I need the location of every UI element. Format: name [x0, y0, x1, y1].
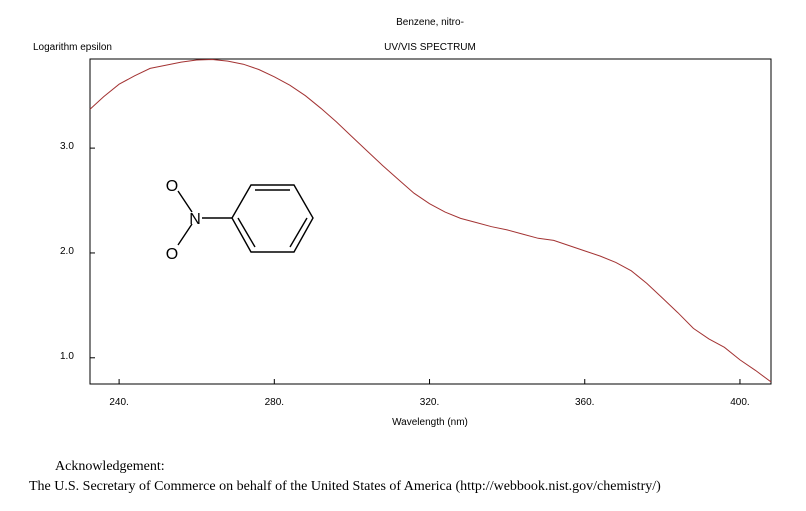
atom-nitrogen: N	[189, 211, 201, 228]
y-tick-label: 1.0	[60, 350, 74, 362]
plot-frame	[89, 58, 772, 385]
spectrum-series-line	[89, 58, 772, 383]
benzene-ring	[231, 184, 314, 253]
atom-oxygen-bottom: O	[166, 246, 178, 263]
x-tick-label: 360.	[575, 397, 595, 408]
y-axis-label: Logarithm epsilon	[33, 42, 112, 53]
x-tick-label: 280.	[264, 397, 285, 408]
bond-n-o-bottom	[177, 223, 193, 246]
y-tick-label: 3.0	[60, 141, 74, 153]
ring-double-bond-right	[289, 217, 308, 248]
x-tick-label: 400.	[730, 397, 750, 408]
x-tick-label: 240.	[109, 397, 129, 408]
nitrobenzene-structure	[177, 184, 314, 253]
x-tick-label: 320.	[419, 397, 440, 408]
ring-double-bond-left	[237, 217, 256, 248]
acknowledgement-text: The U.S. Secretary of Commerce on behalf…	[29, 479, 661, 494]
atom-oxygen-top: O	[166, 178, 178, 195]
chart-subtitle: UV/VIS SPECTRUM	[384, 42, 476, 53]
y-tick-label: 2.0	[60, 245, 74, 257]
x-axis-label: Wavelength (nm)	[392, 417, 468, 428]
acknowledgement-title: Acknowledgement:	[55, 459, 165, 474]
bond-n-o-top	[177, 190, 193, 213]
axis-ticks	[90, 147, 741, 384]
chart-title: Benzene, nitro-	[396, 17, 464, 28]
